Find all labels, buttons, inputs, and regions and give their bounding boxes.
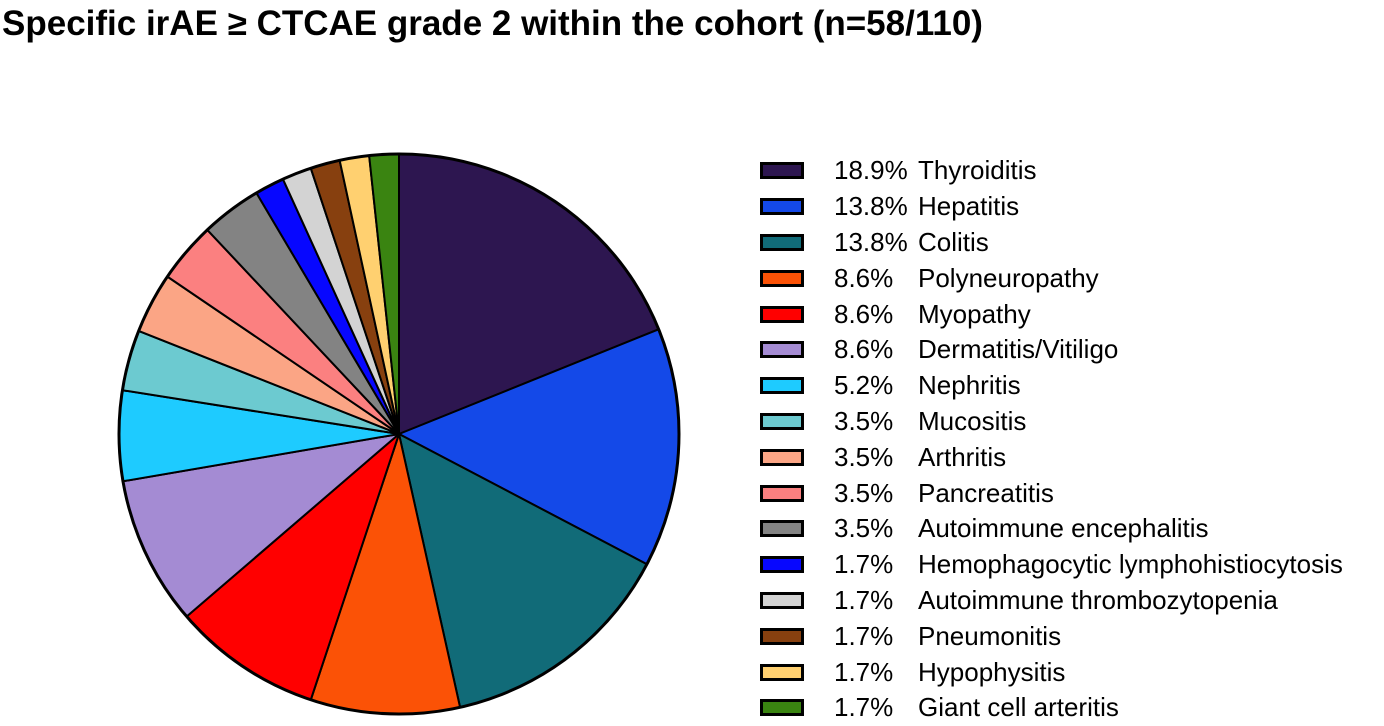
legend-item: 8.6% Polyneuropathy	[760, 260, 1343, 296]
legend-percent: 13.8%	[834, 191, 908, 222]
chart-title: Specific irAE ≥ CTCAE grade 2 within the…	[2, 4, 983, 43]
legend-label: Autoimmune thrombozytopenia	[918, 584, 1278, 615]
legend-label: Mucositis	[918, 405, 1027, 436]
legend-percent: 5.2%	[834, 370, 894, 401]
legend-label: Dermatitis/Vitiligo	[918, 334, 1119, 365]
legend-swatch	[760, 448, 804, 466]
legend-label: Autoimmune encephalitis	[918, 513, 1209, 544]
legend-percent: 8.6%	[834, 298, 894, 329]
legend-swatch	[760, 341, 804, 359]
legend-swatch	[760, 699, 804, 717]
legend-percent: 1.7%	[834, 620, 894, 651]
legend-percent: 1.7%	[834, 656, 894, 687]
legend-item: 3.5% Pancreatitis	[760, 475, 1343, 511]
pie-outline	[117, 152, 681, 716]
legend-percent: 3.5%	[834, 441, 894, 472]
legend-item: 1.7% Giant cell arteritis	[760, 690, 1343, 726]
pie-chart	[117, 152, 681, 716]
legend-label: Colitis	[918, 226, 989, 257]
legend-swatch	[760, 377, 804, 395]
legend-percent: 13.8%	[834, 226, 908, 257]
legend-item: 1.7% Hypophysitis	[760, 654, 1343, 690]
legend-label: Myopathy	[918, 298, 1031, 329]
legend-label: Pneumonitis	[918, 620, 1062, 651]
legend-swatch	[760, 233, 804, 251]
legend-item: 5.2% Nephritis	[760, 368, 1343, 404]
legend-item: 3.5% Mucositis	[760, 404, 1343, 440]
legend-swatch	[760, 627, 804, 645]
legend-percent: 18.9%	[834, 155, 908, 186]
legend-percent: 8.6%	[834, 334, 894, 365]
legend-swatch	[760, 484, 804, 502]
legend-item: 1.7% Hemophagocytic lymphohistiocytosis	[760, 547, 1343, 583]
legend-label: Hemophagocytic lymphohistiocytosis	[918, 549, 1343, 580]
pie-slices	[117, 152, 681, 716]
legend-label: Hepatitis	[918, 191, 1020, 222]
legend-item: 18.9% Thyroiditis	[760, 153, 1343, 189]
legend-label: Thyroiditis	[918, 155, 1037, 186]
legend-swatch	[760, 412, 804, 430]
legend-label: Pancreatitis	[918, 477, 1054, 508]
legend-label: Giant cell arteritis	[918, 692, 1119, 723]
legend-swatch	[760, 663, 804, 681]
legend-label: Nephritis	[918, 370, 1021, 401]
legend-item: 1.7% Pneumonitis	[760, 618, 1343, 654]
legend-percent: 1.7%	[834, 692, 894, 723]
legend-label: Arthritis	[918, 441, 1007, 472]
legend-label: Hypophysitis	[918, 656, 1066, 687]
legend-percent: 3.5%	[834, 513, 894, 544]
legend-item: 13.8% Hepatitis	[760, 189, 1343, 225]
legend-swatch	[760, 198, 804, 216]
legend-item: 13.8% Colitis	[760, 225, 1343, 261]
legend-item: 8.6% Dermatitis/Vitiligo	[760, 332, 1343, 368]
legend-swatch	[760, 556, 804, 574]
legend-swatch	[760, 305, 804, 323]
legend-percent: 3.5%	[834, 405, 894, 436]
legend-swatch	[760, 162, 804, 180]
legend-item: 8.6% Myopathy	[760, 296, 1343, 332]
legend-swatch	[760, 591, 804, 609]
legend-percent: 1.7%	[834, 584, 894, 615]
legend-label: Polyneuropathy	[918, 262, 1099, 293]
legend-percent: 8.6%	[834, 262, 894, 293]
legend-percent: 1.7%	[834, 549, 894, 580]
legend-item: 3.5% Arthritis	[760, 439, 1343, 475]
legend-swatch	[760, 269, 804, 287]
legend-item: 3.5% Autoimmune encephalitis	[760, 511, 1343, 547]
legend-percent: 3.5%	[834, 477, 894, 508]
chart-legend: 18.9% Thyroiditis 13.8% Hepatitis 13.8% Colit…	[760, 153, 1343, 726]
legend-swatch	[760, 520, 804, 538]
legend-item: 1.7% Autoimmune thrombozytopenia	[760, 583, 1343, 619]
